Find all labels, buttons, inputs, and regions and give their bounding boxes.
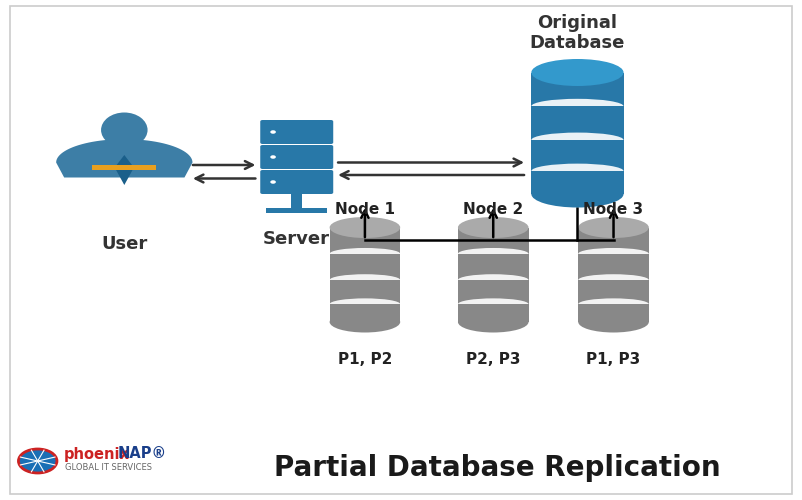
Ellipse shape — [578, 312, 649, 332]
Ellipse shape — [578, 274, 649, 286]
Polygon shape — [578, 280, 649, 286]
Polygon shape — [330, 280, 400, 286]
Ellipse shape — [578, 217, 649, 238]
Ellipse shape — [101, 112, 148, 148]
Polygon shape — [56, 139, 192, 177]
Ellipse shape — [531, 132, 624, 148]
Circle shape — [18, 449, 57, 473]
Ellipse shape — [330, 217, 400, 238]
Ellipse shape — [330, 274, 400, 286]
Ellipse shape — [578, 248, 649, 260]
Polygon shape — [458, 280, 529, 286]
Text: NAP®: NAP® — [118, 446, 167, 462]
Ellipse shape — [531, 59, 624, 86]
Polygon shape — [531, 72, 624, 194]
Ellipse shape — [330, 298, 400, 310]
Text: P2, P3: P2, P3 — [466, 352, 520, 368]
Polygon shape — [266, 208, 327, 212]
FancyBboxPatch shape — [260, 170, 334, 194]
Polygon shape — [578, 254, 649, 260]
Ellipse shape — [458, 217, 529, 238]
Polygon shape — [330, 304, 400, 310]
Polygon shape — [458, 304, 529, 310]
Polygon shape — [458, 254, 529, 260]
Polygon shape — [330, 254, 400, 260]
Text: Partial Database Replication: Partial Database Replication — [274, 454, 720, 481]
Text: phoenix: phoenix — [63, 446, 129, 462]
Ellipse shape — [330, 248, 400, 260]
Ellipse shape — [270, 130, 276, 134]
Polygon shape — [531, 106, 624, 114]
Text: Node 1: Node 1 — [335, 202, 395, 218]
Ellipse shape — [458, 248, 529, 260]
Polygon shape — [115, 155, 134, 185]
Ellipse shape — [531, 164, 624, 178]
Ellipse shape — [458, 298, 529, 310]
Ellipse shape — [578, 298, 649, 310]
Text: Node 2: Node 2 — [463, 202, 524, 218]
FancyBboxPatch shape — [260, 120, 334, 144]
Ellipse shape — [458, 274, 529, 286]
Text: P1, P3: P1, P3 — [586, 352, 641, 368]
Ellipse shape — [531, 180, 624, 208]
Polygon shape — [578, 228, 649, 322]
Polygon shape — [291, 192, 302, 208]
Text: User: User — [101, 235, 148, 253]
Polygon shape — [92, 165, 156, 170]
FancyBboxPatch shape — [260, 145, 334, 169]
Ellipse shape — [270, 155, 276, 159]
Ellipse shape — [458, 312, 529, 332]
Text: Node 3: Node 3 — [584, 202, 643, 218]
Polygon shape — [531, 140, 624, 147]
Text: P1, P2: P1, P2 — [338, 352, 392, 368]
Polygon shape — [458, 228, 529, 322]
Text: Server: Server — [263, 230, 330, 248]
Text: Original
Database: Original Database — [530, 14, 625, 52]
Ellipse shape — [531, 99, 624, 114]
Text: GLOBAL IT SERVICES: GLOBAL IT SERVICES — [65, 464, 152, 472]
Polygon shape — [531, 171, 624, 178]
Ellipse shape — [270, 180, 276, 184]
Polygon shape — [578, 304, 649, 310]
Ellipse shape — [330, 312, 400, 332]
Polygon shape — [330, 228, 400, 322]
